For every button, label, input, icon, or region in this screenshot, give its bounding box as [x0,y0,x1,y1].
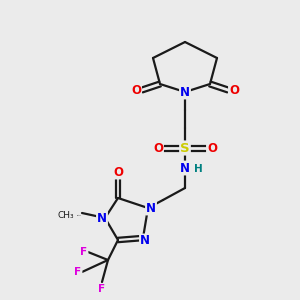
Text: N: N [180,85,190,98]
Text: methyl: methyl [76,214,81,216]
Text: N: N [180,161,190,175]
Text: F: F [98,284,106,294]
Text: O: O [131,83,141,97]
Text: CH₃: CH₃ [57,212,74,220]
Text: N: N [146,202,156,214]
Text: H: H [194,164,202,174]
Text: F: F [74,267,82,277]
Text: O: O [153,142,163,154]
Text: O: O [113,166,123,178]
Text: S: S [180,142,190,154]
Text: O: O [229,83,239,97]
Text: N: N [97,212,107,224]
Text: F: F [80,247,88,257]
Text: O: O [207,142,217,154]
Text: N: N [140,235,150,248]
